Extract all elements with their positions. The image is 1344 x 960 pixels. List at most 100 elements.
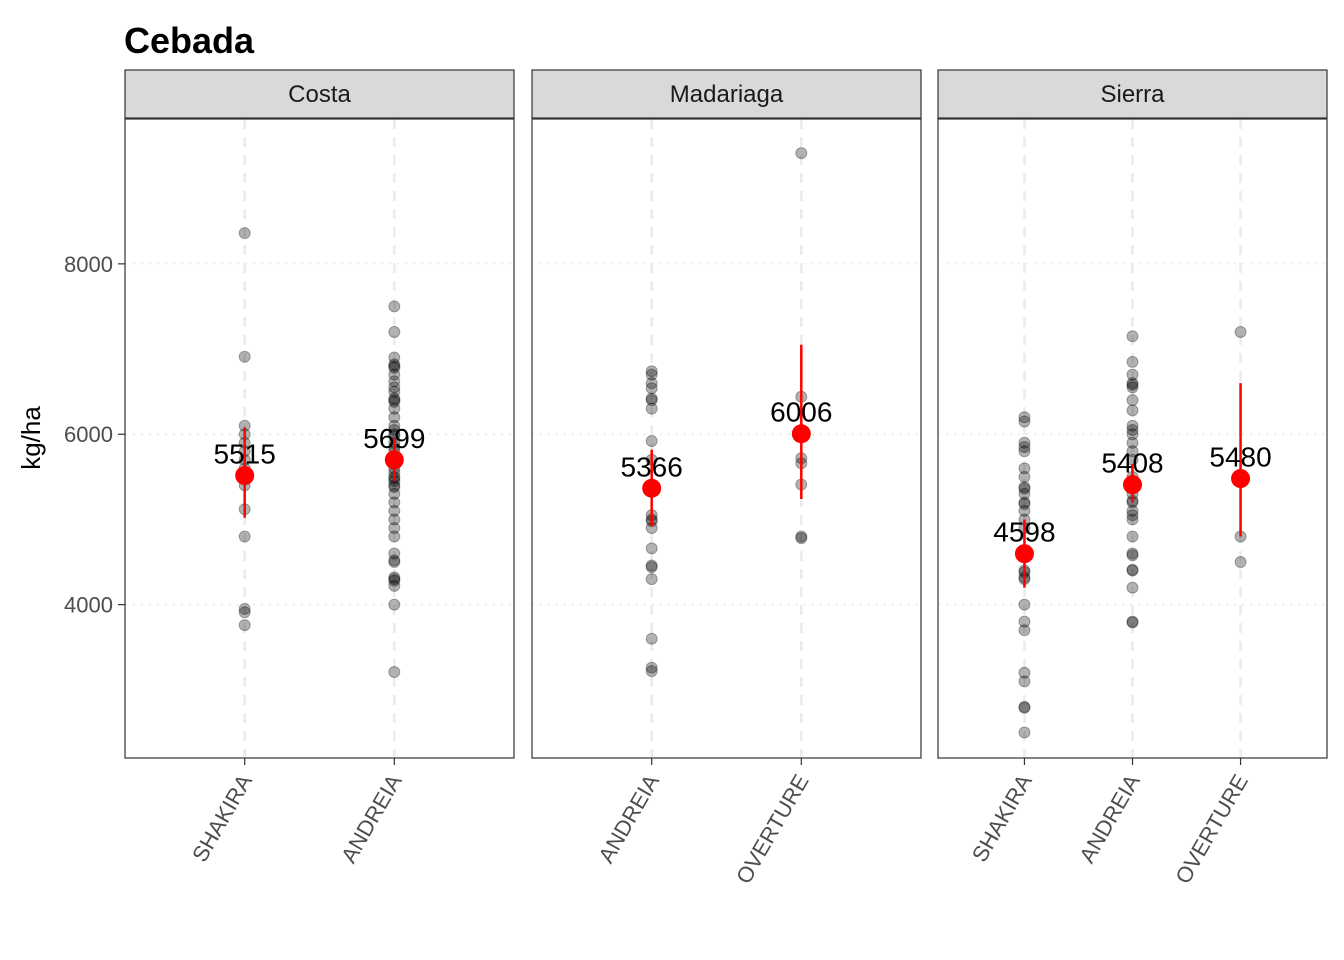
facet-strip-label: Costa: [288, 81, 351, 108]
mean-label: 4598: [993, 517, 1055, 548]
data-point: [1018, 624, 1031, 637]
data-point: [1126, 564, 1139, 577]
mean-point: [1123, 475, 1142, 495]
data-point: [388, 360, 401, 373]
data-point: [1018, 470, 1031, 483]
data-point: [645, 573, 658, 586]
data-point: [645, 382, 658, 395]
data-point: [1126, 436, 1139, 449]
facet-strip: [531, 69, 922, 119]
x-tick-label: SHAKIRA: [967, 770, 1037, 866]
data-point: [388, 375, 401, 388]
data-point: [645, 661, 658, 674]
chart-title: Cebada: [124, 20, 255, 61]
data-point: [388, 487, 401, 500]
data-point: [388, 504, 401, 517]
data-point: [645, 377, 658, 390]
data-point: [1126, 423, 1139, 436]
facet-strip: [937, 69, 1328, 119]
mean-label: 5515: [214, 439, 276, 470]
data-point: [1126, 504, 1139, 517]
data-point: [388, 513, 401, 526]
data-point: [388, 351, 401, 364]
data-point: [1018, 482, 1031, 495]
data-point: [1018, 445, 1031, 458]
data-point: [1126, 355, 1139, 368]
data-point: [645, 559, 658, 572]
data-point: [1018, 415, 1031, 428]
data-point: [645, 561, 658, 574]
mean-label: 5480: [1209, 442, 1271, 473]
x-tick-label: ANDREIA: [336, 770, 407, 867]
data-point: [1234, 556, 1247, 569]
data-point: [1126, 377, 1139, 390]
data-point: [388, 385, 401, 398]
data-point: [1018, 496, 1031, 509]
data-point: [1126, 419, 1139, 432]
data-point: [1126, 616, 1139, 629]
data-point: [388, 574, 401, 587]
data-point: [388, 547, 401, 560]
panel-background: [532, 119, 921, 758]
panel-background: [125, 119, 514, 758]
panel-border: [531, 118, 922, 759]
facet-strip-label: Madariaga: [670, 81, 784, 108]
data-point: [388, 556, 401, 569]
data-point: [1018, 462, 1031, 475]
mean-point: [384, 450, 404, 470]
data-point: [645, 402, 658, 415]
data-point: [1018, 441, 1031, 454]
data-point: [1126, 581, 1139, 594]
data-point: [1126, 381, 1139, 394]
data-point: [388, 358, 401, 371]
data-point: [388, 419, 401, 432]
data-point: [388, 411, 401, 424]
x-tick-label: OVERTURE: [1170, 770, 1253, 888]
data-point: [388, 598, 401, 611]
data-point: [645, 542, 658, 555]
data-point: [1018, 598, 1031, 611]
y-axis-title: kg/ha: [16, 406, 46, 470]
data-point: [238, 606, 251, 619]
data-point: [388, 368, 401, 381]
data-point: [795, 532, 808, 545]
data-point: [388, 521, 401, 534]
mean-label: 6006: [770, 397, 832, 428]
data-point: [1018, 726, 1031, 739]
data-point: [388, 571, 401, 584]
data-point: [1126, 368, 1139, 381]
data-point: [388, 530, 401, 543]
data-point: [1126, 445, 1139, 458]
data-point: [645, 632, 658, 645]
data-point: [1018, 487, 1031, 500]
data-point: [1234, 326, 1247, 338]
mean-point: [642, 478, 662, 498]
panel-border: [124, 118, 515, 759]
x-tick-label: ANDREIA: [593, 770, 664, 867]
facet-costa: Costa 5515 5699 SHAKIRA ANDREIA 4000 6000 8000: [64, 69, 515, 867]
data-point: [1126, 547, 1139, 560]
data-point: [1018, 411, 1031, 424]
data-point: [238, 530, 251, 543]
data-point: [1018, 504, 1031, 517]
data-point: [388, 665, 401, 678]
data-point: [238, 602, 251, 615]
data-point: [1126, 549, 1139, 562]
data-point: [645, 665, 658, 678]
data-point: [1126, 563, 1139, 576]
data-point: [1018, 436, 1031, 449]
data-point: [388, 573, 401, 586]
y-tick-label: 6000: [64, 422, 113, 447]
mean-label: 5699: [363, 423, 425, 454]
data-point: [1018, 481, 1031, 494]
data-point: [1126, 428, 1139, 441]
data-point: [645, 394, 658, 407]
mean-label: 5366: [621, 451, 683, 482]
data-point: [645, 368, 658, 381]
facet-madariaga: Madariaga 5366 6006 ANDREIA OVERTURE: [531, 69, 922, 888]
data-point: [1018, 701, 1031, 714]
facet-strip-label: Sierra: [1100, 81, 1165, 108]
data-point: [238, 227, 251, 240]
data-point: [388, 402, 401, 415]
data-point: [1126, 378, 1139, 391]
